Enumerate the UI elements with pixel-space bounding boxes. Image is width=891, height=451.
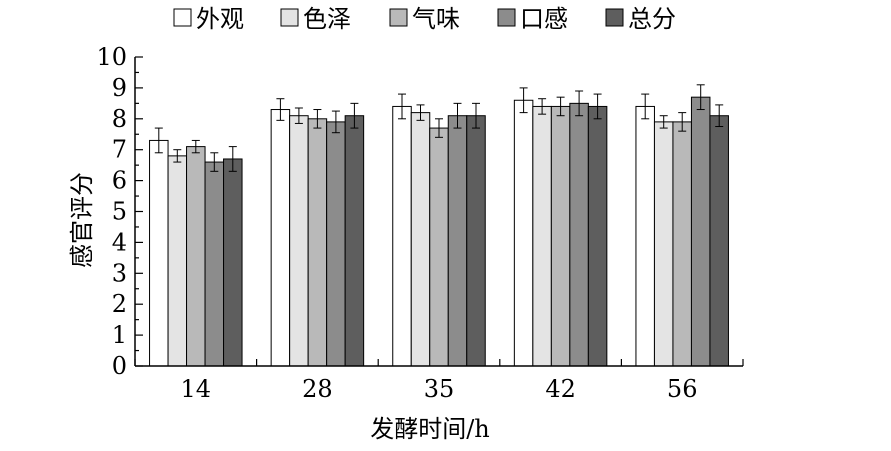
y-tick-label: 2	[112, 290, 127, 318]
legend-label: 外观	[196, 5, 244, 33]
bar	[513, 99, 534, 367]
bar	[672, 121, 692, 367]
bar	[587, 105, 608, 367]
bar	[270, 109, 291, 367]
legend-swatch	[280, 8, 299, 27]
bar	[392, 105, 412, 367]
legend-swatch	[173, 8, 192, 27]
legend-label: 气味	[412, 5, 460, 33]
legend-label: 口感	[520, 5, 568, 33]
y-tick-label: 9	[112, 74, 127, 102]
y-tick-label: 3	[112, 259, 127, 287]
legend-label: 总分	[628, 5, 676, 33]
bar	[690, 96, 711, 367]
bar	[635, 105, 655, 367]
x-tick-label: 28	[302, 375, 333, 403]
y-axis-title: 感官评分	[68, 172, 96, 268]
bar	[550, 105, 571, 367]
bar	[344, 115, 365, 367]
y-tick-label: 6	[112, 167, 127, 195]
x-tick-label: 56	[667, 375, 698, 403]
y-tick-label: 7	[112, 136, 127, 164]
bar	[466, 115, 486, 367]
y-tick-label: 1	[112, 321, 127, 349]
bar	[149, 139, 169, 367]
x-tick-label: 35	[424, 375, 455, 403]
bar	[653, 121, 674, 367]
x-tick-label: 14	[181, 375, 212, 403]
bar	[447, 115, 468, 367]
y-tick-label: 0	[112, 352, 127, 380]
legend-label: 色泽	[303, 5, 351, 33]
bar	[326, 121, 346, 367]
y-tick-label: 8	[112, 105, 127, 133]
y-tick-label: 5	[112, 198, 127, 226]
x-tick-label: 42	[545, 375, 576, 403]
bar	[429, 127, 449, 367]
bar	[410, 112, 431, 367]
y-tick-label: 10	[96, 43, 127, 71]
bar	[167, 155, 188, 367]
bar	[307, 118, 328, 367]
y-tick-label: 4	[112, 228, 127, 256]
bar	[186, 146, 206, 367]
bar	[223, 158, 243, 367]
legend-swatch	[497, 8, 516, 27]
bar	[709, 115, 729, 367]
bars	[149, 84, 729, 367]
x-axis-title: 发酵时间/h	[370, 415, 490, 443]
bar	[569, 102, 589, 367]
bar	[532, 105, 552, 367]
legend: 外观 色泽 气味 口感 总分	[173, 5, 676, 33]
legend-swatch	[389, 8, 408, 27]
bar	[204, 161, 225, 367]
legend-swatch	[605, 8, 624, 27]
bar	[289, 115, 309, 367]
